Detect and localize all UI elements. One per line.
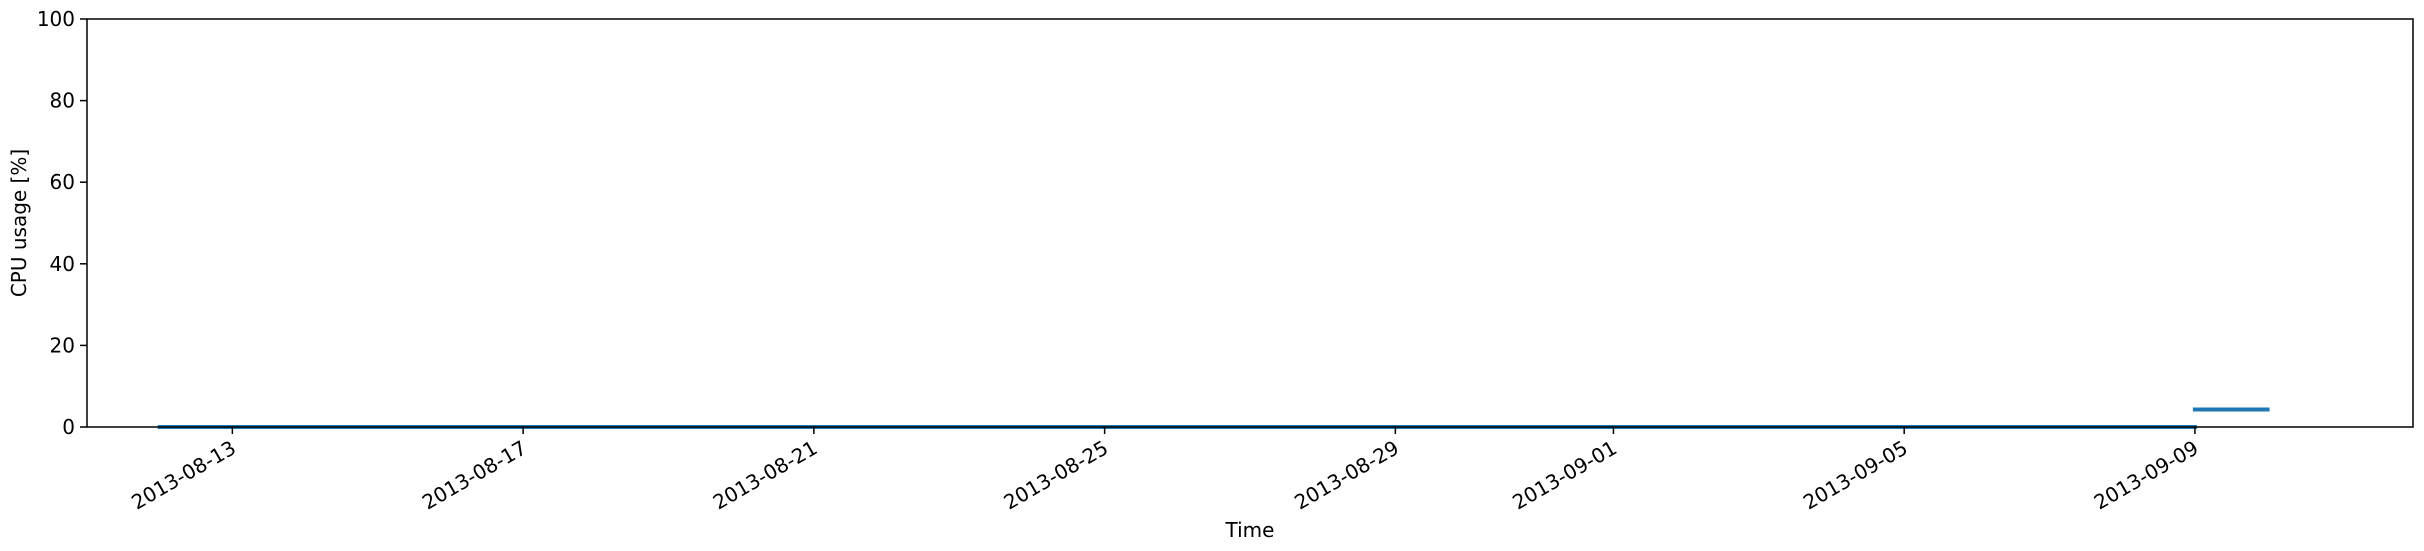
y-tick-label: 80	[50, 89, 75, 113]
plot-frame	[86, 18, 2414, 428]
x-axis-label: Time	[1225, 518, 1275, 542]
y-tick-label: 40	[50, 252, 75, 276]
y-tick-label: 0	[62, 415, 75, 439]
y-tick-label: 20	[50, 333, 75, 357]
x-tick-label: 2013-08-29	[1290, 436, 1403, 515]
x-tick-label: 2013-08-17	[418, 436, 531, 515]
x-axis: 2013-08-13 2013-08-17 2013-08-21 2013-08-25…	[127, 427, 2202, 514]
plot-area	[87, 19, 2413, 427]
x-tick-label: 2013-09-09	[2090, 436, 2203, 515]
y-tick-label: 60	[50, 170, 75, 194]
y-tick-label: 100	[37, 7, 75, 31]
x-tick-label: 2013-08-21	[709, 436, 822, 515]
x-tick-label: 2013-09-05	[1799, 436, 1912, 515]
x-tick-label: 2013-09-01	[1508, 436, 1621, 515]
y-axis: 0 20 40 60 80 100	[37, 7, 87, 439]
y-axis-label: CPU usage [%]	[7, 149, 31, 297]
x-tick-label: 2013-08-13	[127, 436, 240, 515]
x-tick-label: 2013-08-25	[999, 436, 1112, 515]
